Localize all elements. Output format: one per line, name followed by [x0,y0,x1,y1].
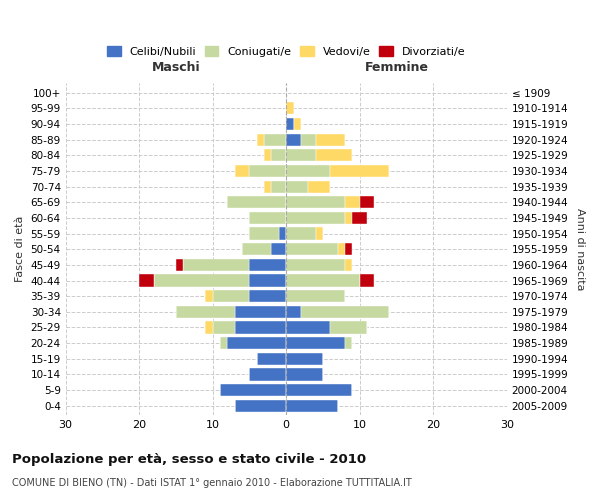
Bar [286,134,301,146]
Bar [286,322,331,334]
Bar [257,134,264,146]
Bar [205,322,212,334]
Bar [286,259,345,271]
Bar [301,306,389,318]
Bar [316,134,345,146]
Bar [345,196,360,208]
Bar [286,400,338,412]
Legend: Celibi/Nubili, Coniugati/e, Vedovi/e, Divorziati/e: Celibi/Nubili, Coniugati/e, Vedovi/e, Di… [104,42,469,60]
Bar [250,165,286,177]
Y-axis label: Anni di nascita: Anni di nascita [575,208,585,290]
Bar [345,212,352,224]
Bar [286,165,331,177]
Bar [176,259,183,271]
Bar [227,337,286,349]
Bar [227,196,286,208]
Bar [250,274,286,286]
Bar [220,337,227,349]
Bar [345,337,352,349]
Text: Popolazione per età, sesso e stato civile - 2010: Popolazione per età, sesso e stato civil… [12,452,366,466]
Bar [271,149,286,162]
Bar [235,322,286,334]
Bar [250,259,286,271]
Bar [338,243,345,256]
Bar [331,322,367,334]
Bar [286,290,345,302]
Text: Maschi: Maschi [152,61,200,74]
Bar [139,274,154,286]
Bar [286,384,352,396]
Bar [301,134,316,146]
Bar [286,306,301,318]
Bar [286,149,316,162]
Bar [264,134,286,146]
Bar [345,259,352,271]
Bar [286,352,323,365]
Bar [250,368,286,380]
Bar [279,228,286,239]
Y-axis label: Fasce di età: Fasce di età [15,216,25,282]
Bar [286,102,293,115]
Bar [345,243,352,256]
Bar [286,228,316,239]
Bar [360,274,374,286]
Bar [212,322,235,334]
Bar [316,228,323,239]
Bar [286,118,293,130]
Bar [352,212,367,224]
Bar [154,274,250,286]
Bar [250,228,279,239]
Bar [286,337,345,349]
Bar [308,180,331,192]
Bar [271,243,286,256]
Bar [286,274,360,286]
Bar [205,290,212,302]
Bar [264,149,271,162]
Bar [250,212,286,224]
Bar [271,180,286,192]
Text: Femmine: Femmine [364,61,428,74]
Bar [257,352,286,365]
Bar [293,118,301,130]
Bar [250,290,286,302]
Bar [183,259,250,271]
Bar [220,384,286,396]
Bar [264,180,271,192]
Bar [360,196,374,208]
Bar [286,212,345,224]
Bar [242,243,271,256]
Bar [235,400,286,412]
Bar [235,165,250,177]
Text: COMUNE DI BIENO (TN) - Dati ISTAT 1° gennaio 2010 - Elaborazione TUTTITALIA.IT: COMUNE DI BIENO (TN) - Dati ISTAT 1° gen… [12,478,412,488]
Bar [331,165,389,177]
Bar [212,290,250,302]
Bar [286,180,308,192]
Bar [286,196,345,208]
Bar [316,149,352,162]
Bar [176,306,235,318]
Bar [286,368,323,380]
Bar [286,243,338,256]
Bar [235,306,286,318]
